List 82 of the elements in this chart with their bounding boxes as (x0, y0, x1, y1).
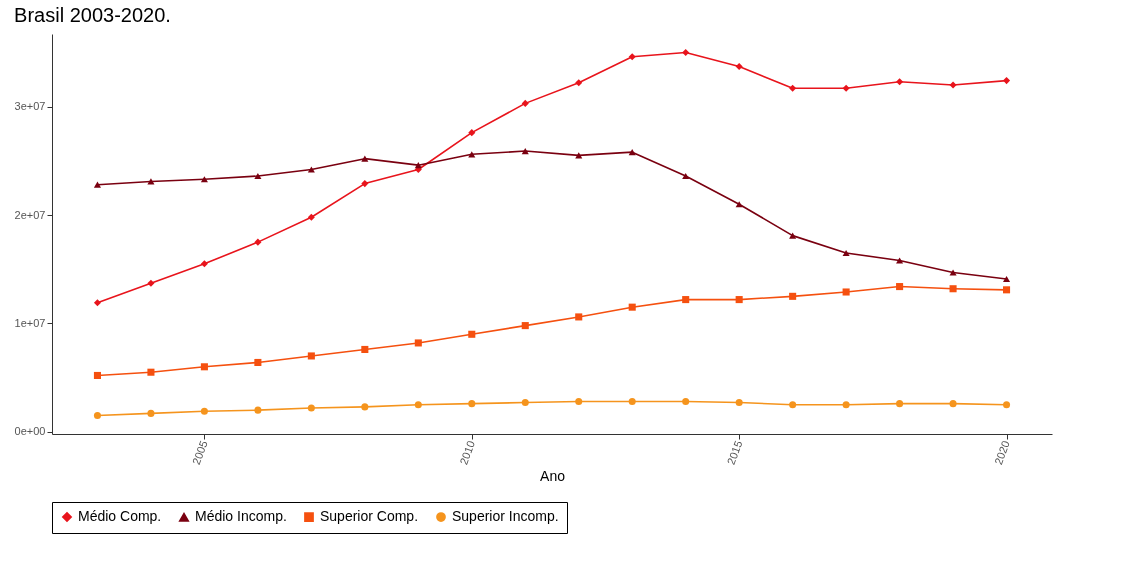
point (521, 148, 529, 155)
point (93, 181, 101, 188)
y-tick-label: 0e+00 (14, 425, 46, 438)
point (1003, 286, 1011, 294)
point (682, 48, 690, 56)
legend-label: Superior Incomp. (452, 508, 559, 525)
point (1003, 77, 1011, 85)
point (307, 166, 315, 173)
point (521, 322, 529, 330)
point (949, 400, 957, 408)
point (789, 292, 797, 300)
point (789, 84, 797, 92)
point (682, 296, 690, 304)
point (628, 303, 636, 311)
point (628, 397, 636, 406)
point (254, 172, 262, 180)
point (682, 172, 690, 180)
x-tick-label: 2005 (189, 439, 210, 467)
point (735, 399, 743, 407)
point (93, 412, 101, 420)
point (949, 81, 957, 89)
y-tick-label: 1e+07 (14, 316, 46, 329)
legend-label: Médio Comp. (78, 508, 162, 525)
point (93, 371, 101, 379)
point (200, 176, 208, 183)
x-tick-label: 2015 (724, 439, 745, 467)
point (468, 400, 476, 408)
point (468, 330, 476, 338)
point (789, 232, 797, 239)
point (361, 180, 369, 188)
point (147, 368, 155, 376)
point (735, 201, 743, 208)
legend-label: Superior Comp. (320, 508, 419, 525)
legend-label: Médio Incomp. (195, 508, 287, 525)
point (307, 404, 315, 412)
point (307, 213, 315, 221)
point (254, 406, 262, 414)
point (254, 358, 262, 366)
point (628, 149, 636, 156)
point (307, 352, 315, 360)
point (200, 260, 208, 268)
point (200, 407, 208, 415)
point (147, 409, 155, 417)
point (468, 129, 476, 137)
y-tick-label: 2e+07 (14, 208, 46, 221)
point (789, 401, 797, 409)
point (575, 397, 583, 406)
point (735, 296, 743, 304)
point (842, 401, 850, 409)
point (735, 62, 743, 71)
point (896, 78, 904, 86)
point (896, 283, 904, 291)
point (521, 399, 529, 407)
point (414, 162, 422, 169)
x-axis-title: Ano (540, 468, 566, 485)
y-tick-label: 3e+07 (14, 100, 46, 113)
x-tick-label: 2010 (457, 439, 477, 467)
point (949, 285, 957, 293)
chart-title: Brasil 2003-2020. (14, 4, 171, 26)
point (414, 401, 422, 409)
x-tick-label: 2020 (992, 439, 1012, 467)
point (414, 339, 422, 347)
point (361, 403, 369, 411)
point (842, 84, 850, 92)
point (93, 299, 101, 307)
point (842, 249, 850, 257)
point (521, 99, 529, 107)
point (254, 238, 262, 246)
point (575, 313, 583, 321)
point (949, 269, 957, 276)
point (682, 397, 690, 406)
point (842, 288, 850, 296)
point (200, 363, 208, 371)
point (896, 400, 904, 408)
point (361, 155, 369, 162)
point (1003, 401, 1011, 409)
point (361, 345, 369, 353)
point (575, 79, 583, 87)
point (628, 53, 636, 61)
point (896, 257, 904, 264)
point (1003, 275, 1011, 283)
point (147, 279, 155, 287)
